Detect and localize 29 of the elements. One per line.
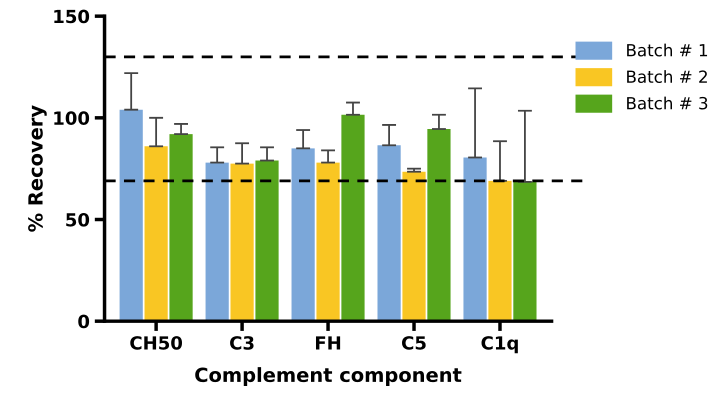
bar — [230, 164, 254, 322]
y-tick-label: 150 — [54, 10, 90, 24]
bar — [341, 114, 365, 322]
bar — [144, 146, 168, 322]
bar — [206, 162, 229, 322]
bar — [292, 148, 315, 322]
bar — [463, 157, 487, 322]
y-tick-label: 0 — [78, 314, 90, 328]
legend-label: Batch # 1 — [627, 44, 708, 56]
bar — [120, 110, 143, 322]
bar — [427, 129, 451, 322]
legend-label: Batch # 2 — [627, 70, 707, 83]
bar — [316, 162, 340, 322]
x-tick-label: C1q — [482, 336, 518, 354]
x-axis-title: Complement component — [195, 367, 462, 386]
bar — [402, 172, 426, 322]
bar — [488, 180, 512, 322]
y-tick-label: 100 — [54, 111, 90, 125]
bar — [169, 134, 193, 322]
bar — [513, 182, 537, 322]
x-tick-label: C5 — [402, 336, 426, 350]
bar — [377, 145, 401, 322]
y-tick-label: 50 — [66, 212, 90, 227]
y-axis-title: % Recovery — [28, 105, 47, 232]
x-tick-label: FH — [316, 336, 340, 350]
x-tick-label: C3 — [230, 336, 254, 350]
bar — [255, 160, 279, 322]
x-tick-label: CH50 — [130, 336, 182, 350]
legend-label: Batch # 3 — [627, 96, 708, 110]
